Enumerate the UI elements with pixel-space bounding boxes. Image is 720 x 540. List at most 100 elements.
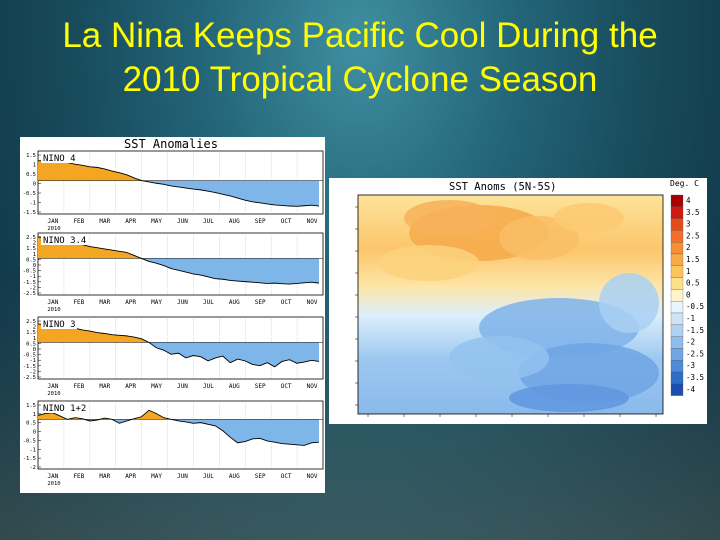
colorbar-label: 3.5 <box>686 208 700 217</box>
nino-panel-label-bg <box>41 235 89 245</box>
month-label: MAY <box>151 383 162 390</box>
month-label: MAY <box>151 473 162 480</box>
nino-y-tick-label: 2 <box>33 325 36 331</box>
nino-panel-name: NINO 3.4 <box>43 236 86 246</box>
month-label: FEB <box>73 299 84 306</box>
positive-anomaly-area <box>38 323 319 343</box>
sst-anomalies-title: SST Anomalies <box>124 137 218 151</box>
sst-anoms-hovmoller-figure: SST Anoms (5N-5S) Deg. C 4 3.5 3 2.5 2 1.5 1 0.5 0… <box>329 178 707 424</box>
anomaly-line <box>37 323 320 368</box>
nino-y-tick-label: 2.5 <box>26 235 36 241</box>
colorbar-label: -0.5 <box>686 302 704 311</box>
month-label: JAN <box>48 383 59 390</box>
month-label: JUN <box>177 218 188 225</box>
colorbar-label: 0 <box>686 290 691 299</box>
month-label: OCT <box>281 218 292 225</box>
colorbar-label: 2 <box>686 243 691 252</box>
nino-panel-name: NINO 4 <box>43 154 76 164</box>
nino-y-tick-label: 1.5 <box>26 403 36 409</box>
colorbar-label: -2.5 <box>686 349 704 358</box>
colorbar-segment <box>670 218 684 231</box>
negative-anomaly-area <box>38 180 319 207</box>
month-label: JAN <box>48 473 59 480</box>
colorbar-segment <box>670 383 684 396</box>
colorbar-segment <box>670 242 684 255</box>
anomaly-line <box>37 236 320 285</box>
month-label: AUG <box>229 473 240 480</box>
nino-y-tick-label: 0 <box>33 182 36 188</box>
nino-y-tick-label: -0.5 <box>23 353 36 359</box>
month-label: MAR <box>99 473 110 480</box>
year-label: 2010 <box>47 307 60 313</box>
colorbar-label: 2.5 <box>686 231 700 240</box>
month-label: JUN <box>177 383 188 390</box>
warm-anomaly-region <box>554 203 624 233</box>
year-label: 2010 <box>47 391 60 397</box>
nino-y-tick-label: -1 <box>29 447 36 453</box>
month-label: APR <box>125 299 136 306</box>
month-label: JUN <box>177 473 188 480</box>
slide-title: La Nina Keeps Pacific Cool During the 20… <box>0 14 720 102</box>
colorbar-label: -2 <box>686 338 695 347</box>
month-label: AUG <box>229 299 240 306</box>
colorbar-label: 3 <box>686 220 691 229</box>
month-label: SEP <box>255 299 266 306</box>
nino-y-tick-label: 1 <box>33 412 36 418</box>
month-label: FEB <box>73 473 84 480</box>
nino-y-tick-label: -1 <box>29 201 36 207</box>
nino-panel-name: NINO 3 <box>43 320 76 330</box>
month-label: SEP <box>255 218 266 225</box>
month-label: MAY <box>151 218 162 225</box>
slide-title-line-2: 2010 Tropical Cyclone Season <box>122 60 598 99</box>
colorbar-segment <box>670 301 684 314</box>
month-label: NOV <box>307 299 318 306</box>
nino-y-tick-label: -1.5 <box>23 364 36 370</box>
month-label: MAR <box>99 383 110 390</box>
nino-y-tick-label: 2 <box>33 241 36 247</box>
colorbar-segment <box>670 277 684 290</box>
nino-y-tick-label: 0.5 <box>26 257 36 263</box>
colorbar-label: 4 <box>686 196 691 205</box>
nino-y-tick-label: -0.5 <box>23 269 36 275</box>
positive-anomaly-area <box>38 236 319 259</box>
sst-anomalies-figure: SST Anomalies 1.5 1 0.5 0 -0.5 -1 -1.5 NINO 4 JAN… <box>20 137 325 493</box>
nino-y-tick-label: 1 <box>33 252 36 258</box>
colorbar-label: 1.5 <box>686 255 700 264</box>
month-label: MAY <box>151 299 162 306</box>
colorbar-segment <box>670 360 684 373</box>
month-label: AUG <box>229 383 240 390</box>
hovmoller-title: SST Anoms (5N-5S) <box>449 181 556 193</box>
nino-panel-3: 2.521.510.50-0.5-1-1.5-2-2.5 NINO 3 JAN FEB… <box>23 316 324 397</box>
colorbar-label: 1 <box>686 267 691 276</box>
month-label: FEB <box>73 218 84 225</box>
year-label: 2010 <box>47 226 60 232</box>
month-label: MAR <box>99 299 110 306</box>
nino-y-tick-label: 0.5 <box>26 172 36 178</box>
month-label: NOV <box>307 473 318 480</box>
nino-y-tick-label: -0.5 <box>23 191 36 197</box>
month-label: MAR <box>99 218 110 225</box>
nino-y-tick-label: 1.5 <box>26 153 36 159</box>
month-label: JAN <box>48 218 59 225</box>
month-label: JUL <box>203 383 214 390</box>
anomaly-line <box>37 160 320 207</box>
negative-anomaly-area <box>38 258 319 285</box>
year-label: 2010 <box>47 481 60 487</box>
month-label: NOV <box>307 218 318 225</box>
positive-anomaly-area <box>38 160 319 181</box>
nino-panel-4: 1.5 1 0.5 0 -0.5 -1 -1.5 -2 NINO 1+2 JAN FEB MAR APR… <box>23 400 324 487</box>
nino-y-tick-label: -2.5 <box>23 291 36 297</box>
nino-y-tick-label: 0.5 <box>26 341 36 347</box>
nino-panel-name: NINO 1+2 <box>43 404 86 414</box>
month-label: JUL <box>203 299 214 306</box>
nino-panel-label-bg <box>41 319 77 329</box>
nino-y-tick-label: 0 <box>33 347 36 353</box>
colorbar-segment <box>670 253 684 266</box>
nino-y-tick-label: 1 <box>33 163 36 169</box>
nino-y-tick-label: 0 <box>33 263 36 269</box>
nino-y-tick-label: 2.5 <box>26 319 36 325</box>
month-label: SEP <box>255 473 266 480</box>
colorbar-segment <box>670 336 684 349</box>
cool-anomaly-region <box>599 273 659 333</box>
warm-anomaly-region <box>499 216 579 260</box>
